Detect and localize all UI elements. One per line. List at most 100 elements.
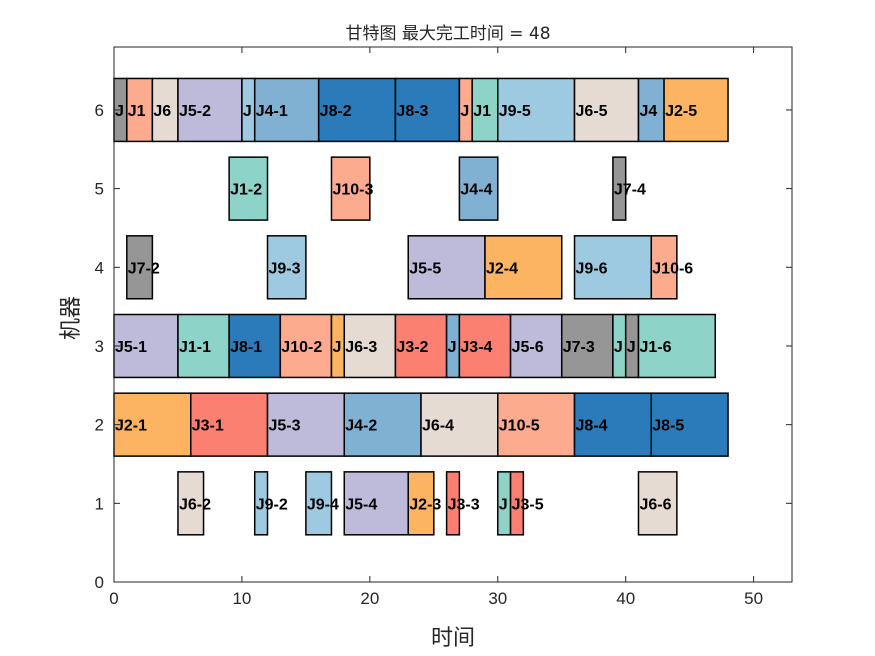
gantt-bar-m5-18 (612, 156, 627, 221)
gantt-bar-m3-35 (560, 313, 614, 379)
gantt-bar-label: J6-2 (179, 496, 211, 513)
gantt-bar-label: J (243, 103, 252, 120)
gantt-bar-label: J3-1 (192, 418, 224, 435)
gantt-bar-label: J7-4 (614, 182, 646, 199)
gantt-bar-label: J (614, 339, 623, 356)
gantt-bar-label: J6 (153, 103, 171, 120)
y-axis-label: 机器 (59, 296, 84, 340)
gantt-bar-m4-19 (126, 235, 154, 300)
gantt-bar-label: J2-4 (486, 260, 518, 277)
gantt-bar-m4-24 (650, 235, 678, 300)
gantt-bar-label: J2-3 (409, 496, 441, 513)
gantt-bar-label: J5-1 (115, 339, 147, 356)
gantt-bar-label: J3-5 (512, 496, 544, 513)
gantt-bar-m6-12 (573, 77, 640, 143)
gantt-bar-label: J3-2 (396, 339, 428, 356)
gantt-bar-label: J10-6 (652, 260, 693, 277)
gantt-bar-m1-47 (177, 471, 205, 536)
y-tick-label: 1 (95, 494, 104, 513)
gantt-bar-m6-7 (317, 77, 397, 143)
chart-title: 甘特图 最大完工时间 = 48 (345, 24, 550, 44)
gantt-bar-m6-14 (663, 77, 729, 143)
gantt-bar-label: J2-1 (115, 418, 147, 435)
gantt-bar-label: J2-5 (665, 103, 697, 120)
gantt-bar-label: J1-2 (230, 182, 262, 199)
gantt-bar-m1-51 (407, 471, 435, 536)
gantt-bar-label: J (115, 103, 124, 120)
x-axis-ticks: 0 10 20 30 40 50 (109, 47, 763, 608)
gantt-bar-m3-31 (394, 313, 448, 379)
gantt-bar-m1-55 (637, 471, 678, 536)
gantt-bar-label: J7-2 (128, 260, 160, 277)
gantt-bar-m5-17 (458, 156, 499, 221)
gantt-bar-label: J7-3 (563, 339, 595, 356)
gantt-bar-label: J1-1 (179, 339, 211, 356)
gantt-bar-label: J1 (473, 103, 491, 120)
y-tick-label: 4 (95, 258, 104, 277)
gantt-bar-label: J10-5 (499, 418, 540, 435)
axes-box (113, 46, 793, 583)
gantt-bars (113, 77, 729, 536)
gantt-bar-label: J (460, 103, 469, 120)
gantt-bar-label: J9-2 (256, 496, 288, 513)
gantt-bar-m6-13 (637, 77, 665, 143)
gantt-bar-label: J5-5 (409, 260, 441, 277)
gantt-bar-m1-54 (509, 471, 525, 536)
gantt-bar-m2-40 (190, 392, 269, 457)
gantt-bar-m2-39 (113, 392, 192, 457)
gantt-bar-m4-20 (266, 235, 307, 300)
gantt-bar-label: J6-4 (422, 418, 454, 435)
gantt-bar-label: J3-4 (460, 339, 492, 356)
y-tick-label: 6 (95, 101, 104, 120)
gantt-bar-m6-8 (394, 77, 461, 143)
gantt-bar-m1-50 (343, 471, 409, 536)
axes (113, 46, 793, 583)
gantt-bar-m1-49 (305, 471, 333, 536)
gantt-bar-label: J10-3 (332, 182, 373, 199)
gantt-bar-label: J (499, 496, 508, 513)
gantt-bar-label: J9-4 (307, 496, 339, 513)
gantt-bar-label: J5-6 (512, 339, 544, 356)
gantt-bar-label: J1 (128, 103, 146, 120)
x-tick-label: 10 (232, 589, 251, 608)
gantt-bar-label: J9-5 (499, 103, 531, 120)
gantt-bar-m2-42 (343, 392, 422, 457)
gantt-bar-label: J8-1 (230, 339, 262, 356)
gantt-bar-m6-10 (471, 77, 499, 143)
y-tick-label: 3 (95, 337, 104, 356)
gantt-bar-m5-16 (330, 156, 371, 221)
gantt-bar-m3-34 (509, 313, 563, 379)
gantt-bar-label: J5-3 (269, 418, 301, 435)
gantt-bar-label: J3-3 (448, 496, 480, 513)
gantt-bar-m3-30 (343, 313, 397, 379)
gantt-bar-label: J8-3 (396, 103, 428, 120)
gantt-bar-label: J8-2 (320, 103, 352, 120)
x-tick-label: 30 (488, 589, 507, 608)
gantt-bar-m3-25 (113, 313, 179, 379)
gantt-bar-label: J8-4 (576, 418, 608, 435)
gantt-bar-m3-33 (458, 313, 512, 379)
gantt-bar-labels: J J1 J6 J5-2 J J4-1 J8-2 J8-3 J J1 J9-5 J6-5 J4 J2-5J… (115, 103, 697, 513)
x-tick-label: 40 (616, 589, 635, 608)
gantt-bar-m3-38 (637, 313, 716, 379)
gantt-bar-label: J4-4 (460, 182, 492, 199)
x-axis-label: 时间 (431, 626, 475, 651)
y-axis-ticks: 0 1 2 3 4 5 6 (95, 101, 792, 592)
gantt-bar-m4-21 (407, 235, 486, 300)
gantt-bar-m4-23 (573, 235, 653, 300)
gantt-bar-label: J5-4 (345, 496, 377, 513)
gantt-bar-label: J8-5 (652, 418, 684, 435)
gantt-bar-label: J6-6 (639, 496, 671, 513)
gantt-bar-label: J4 (639, 103, 657, 120)
y-tick-label: 5 (95, 180, 104, 199)
gantt-bar-label: J6-5 (576, 103, 608, 120)
gantt-bar-label: J10-2 (281, 339, 322, 356)
gantt-bar-label: J6-3 (345, 339, 377, 356)
gantt-bar-label: J5-2 (179, 103, 211, 120)
gantt-bar-m2-46 (650, 392, 729, 457)
gantt-bar-label: J9-3 (269, 260, 301, 277)
gantt-bar-m6-2 (126, 77, 154, 143)
y-tick-label: 2 (95, 416, 104, 435)
gantt-bar-label: J9-6 (576, 260, 608, 277)
gantt-bar-m3-27 (228, 313, 282, 379)
